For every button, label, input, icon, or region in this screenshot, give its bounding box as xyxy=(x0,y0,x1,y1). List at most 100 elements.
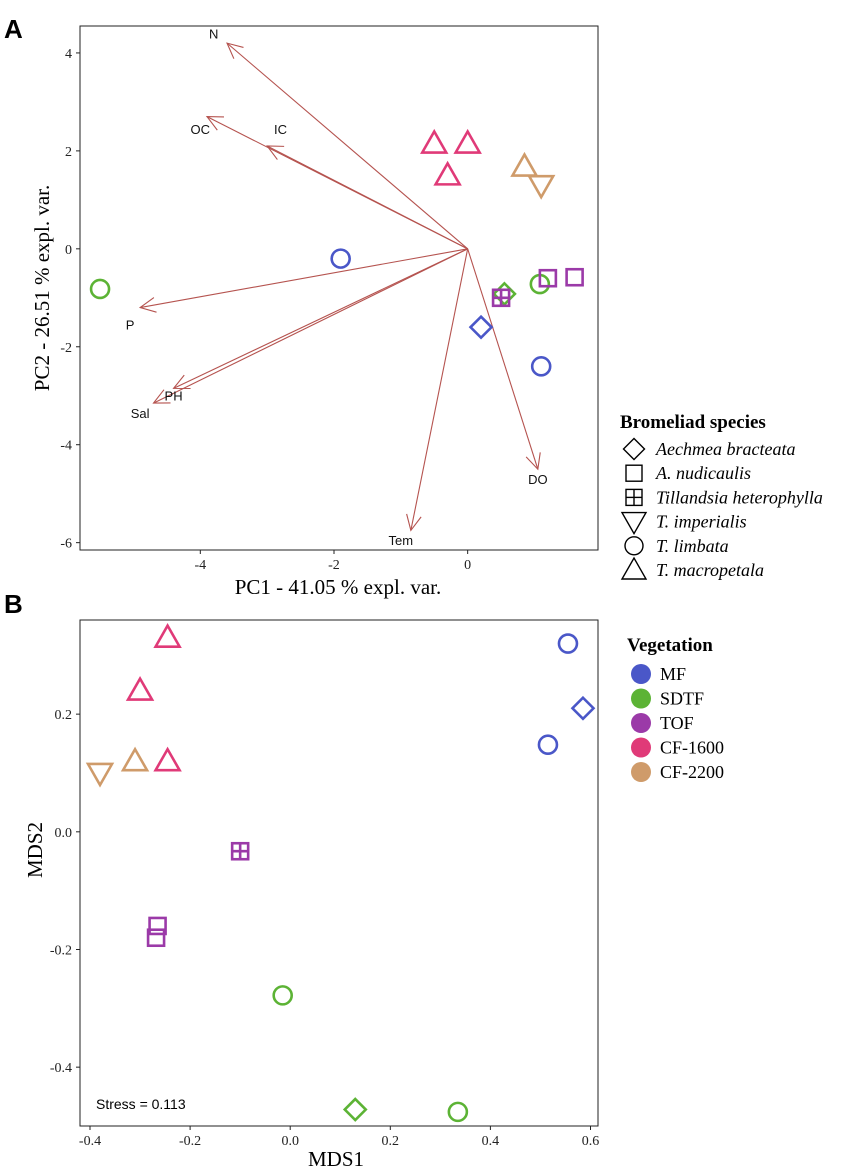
panel-a-xtick-label: -2 xyxy=(328,558,340,573)
legend-vegetation-item: MF xyxy=(631,664,686,684)
pca-point xyxy=(510,151,539,177)
panel-a-ytick-label: -2 xyxy=(60,341,72,356)
nmds-point xyxy=(272,985,293,1006)
panel-b-y-axis: -0.4 -0.2 0.0 0.2 xyxy=(50,708,80,1076)
pca-point xyxy=(492,281,517,307)
pca-point xyxy=(330,248,351,269)
legend-species-label: A. nudicaulis xyxy=(655,463,751,483)
legend-vegetation-swatch xyxy=(631,737,651,758)
nmds-point xyxy=(570,695,596,721)
panel-b-ytick-label: 0.0 xyxy=(55,826,73,841)
panel-b-ytick-label: -0.4 xyxy=(50,1061,72,1076)
panel-a-y-label: PC2 - 26.51 % expl. var. xyxy=(30,185,54,391)
legend-species-item: Tillandsia heterophylla xyxy=(625,487,823,507)
pca-point xyxy=(89,278,111,300)
vector-label-tem: Tem xyxy=(389,533,414,548)
panel-b-xtick-label: 0.2 xyxy=(382,1134,400,1149)
panel-a-xtick-label: 0 xyxy=(464,558,471,573)
vector-tem xyxy=(406,248,469,532)
vector-ic xyxy=(266,145,468,250)
panel-b-xtick-label: 0.6 xyxy=(582,1134,600,1149)
stress-annotation: Stress = 0.113 xyxy=(96,1096,186,1112)
legend-vegetation-label: CF-1600 xyxy=(660,738,724,758)
panel-a: A -6 -4 -2 0 2 4 -4 -2 0 N OC IC P PH Sal DO Tem PC1 -… xyxy=(4,14,599,599)
panel-a-x-axis: -4 -2 0 xyxy=(194,550,471,573)
legend-vegetation: Vegetation MF SDTF TOF CF-1600 CF-2200 xyxy=(627,635,724,782)
vector-label-ic: IC xyxy=(274,122,287,137)
panel-a-x-label: PC1 - 41.05 % expl. var. xyxy=(235,575,441,599)
pca-point xyxy=(468,314,494,340)
legend-vegetation-item: CF-1600 xyxy=(631,737,724,758)
legend-species-label: T. macropetala xyxy=(656,560,764,580)
legend-species-symbol xyxy=(620,511,648,536)
legend-vegetation-swatch xyxy=(631,762,651,782)
legend-species-label: Tillandsia heterophylla xyxy=(656,487,823,507)
vector-label-sal: Sal xyxy=(131,406,150,421)
legend-vegetation-label: MF xyxy=(660,664,686,684)
panel-b-x-axis: -0.4 -0.2 0.0 0.2 0.4 0.6 xyxy=(79,1126,599,1149)
nmds-point xyxy=(230,841,250,861)
legend-vegetation-title: Vegetation xyxy=(627,635,713,656)
legend-species-item: T. macropetala xyxy=(620,556,764,580)
legend-species-label: T. limbata xyxy=(656,536,729,556)
nmds-point xyxy=(537,734,559,756)
nmds-point xyxy=(85,762,115,788)
pca-point xyxy=(565,267,584,287)
legend-species-item: T. limbata xyxy=(624,536,729,556)
panel-b-ytick-label: -0.2 xyxy=(50,943,72,958)
vector-n xyxy=(226,42,469,250)
nmds-point xyxy=(146,928,166,948)
pca-point xyxy=(530,356,552,377)
vector-label-p: P xyxy=(126,318,135,333)
legend-species-symbol xyxy=(622,437,646,461)
panel-b-plot-border xyxy=(79,619,599,1127)
legend-vegetation-label: SDTF xyxy=(660,689,704,709)
legend-species-title: Bromeliad species xyxy=(620,412,766,433)
panel-a-xtick-label: -4 xyxy=(194,558,206,573)
legend-vegetation-swatch xyxy=(631,713,651,733)
panel-a-ytick-label: -6 xyxy=(60,537,72,552)
panel-a-vectors: N OC IC P PH Sal DO Tem xyxy=(126,26,548,548)
panel-b-label: B xyxy=(4,589,23,619)
nmds-point xyxy=(557,633,579,654)
vector-sal xyxy=(152,248,468,404)
panel-a-points xyxy=(89,128,584,377)
panel-b-xtick-label: -0.4 xyxy=(79,1134,101,1149)
panel-b-y-label: MDS2 xyxy=(23,822,47,878)
legend-vegetation-item: SDTF xyxy=(631,688,704,709)
panel-a-ytick-label: 4 xyxy=(65,47,72,62)
legend-species-item: A. nudicaulis xyxy=(625,463,751,483)
pca-point xyxy=(491,288,511,308)
legend-species-label: Aechmea bracteata xyxy=(655,439,795,459)
legend-species-symbol xyxy=(624,536,644,556)
legend-vegetation-item: TOF xyxy=(631,713,694,733)
vector-label-n: N xyxy=(209,26,218,41)
nmds-point xyxy=(153,623,182,648)
nmds-point xyxy=(153,746,182,772)
pca-point xyxy=(433,160,462,186)
pca-point xyxy=(526,174,556,200)
panel-a-y-axis: -6 -4 -2 0 2 4 xyxy=(60,47,80,552)
legend-species-item: T. imperialis xyxy=(620,511,747,536)
legend-vegetation-swatch xyxy=(631,688,651,709)
panel-b-xtick-label: 0.4 xyxy=(482,1134,500,1149)
legend-species: Bromeliad species Aechmea bracteata A. nu… xyxy=(620,412,823,580)
vector-label-do: DO xyxy=(528,472,548,487)
legend-species-label: T. imperialis xyxy=(656,512,747,532)
legend-species-symbol xyxy=(625,488,643,507)
vector-p xyxy=(138,248,468,313)
nmds-point xyxy=(342,1097,368,1122)
vector-label-ph: PH xyxy=(165,389,183,404)
legend-species-symbol xyxy=(625,464,643,482)
panel-a-plot-border xyxy=(79,25,599,551)
panel-a-ytick-label: 2 xyxy=(65,145,72,160)
panel-a-ytick-label: 0 xyxy=(65,243,72,258)
pca-point xyxy=(538,268,558,288)
nmds-point xyxy=(125,675,155,701)
legend-species-item: Aechmea bracteata xyxy=(622,437,795,461)
vector-do xyxy=(467,248,541,471)
panel-b-ytick-label: 0.2 xyxy=(55,708,73,723)
legend-vegetation-item: CF-2200 xyxy=(631,762,724,782)
panel-b-xtick-label: -0.2 xyxy=(179,1134,201,1149)
